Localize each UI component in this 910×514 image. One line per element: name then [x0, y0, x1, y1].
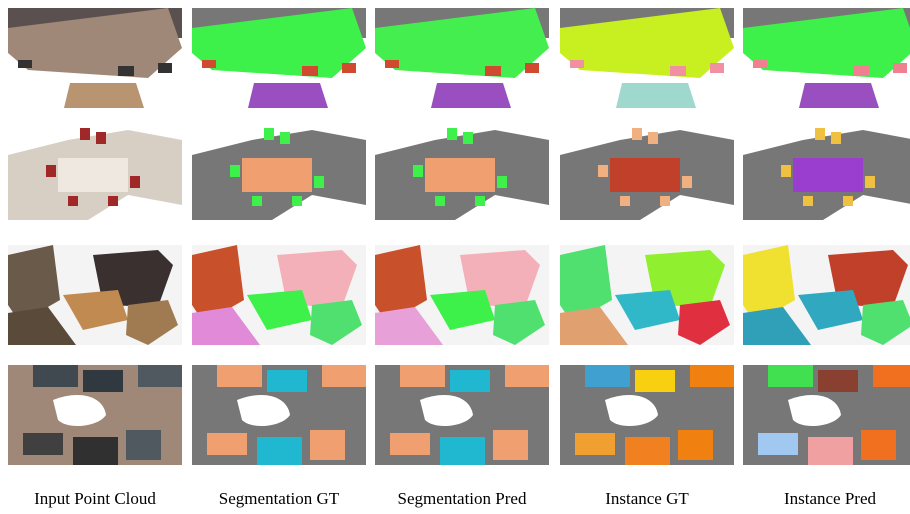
- image: [375, 8, 549, 108]
- column-label: Instance GT: [605, 489, 689, 508]
- image: [743, 8, 910, 108]
- image: [8, 245, 182, 345]
- image: [375, 120, 549, 220]
- image: [560, 365, 734, 465]
- column-label: Input Point Cloud: [34, 489, 156, 508]
- image: [560, 120, 734, 220]
- row-2: [8, 120, 910, 220]
- figure: Input Point Cloud Segmentation GT Segmen…: [0, 0, 910, 514]
- image: [743, 120, 910, 220]
- image: [743, 365, 910, 465]
- image: [192, 120, 366, 220]
- image: [192, 8, 366, 108]
- image: [8, 365, 182, 465]
- image: [560, 8, 734, 108]
- image: [192, 245, 366, 345]
- image: [743, 245, 910, 345]
- image: [560, 245, 734, 345]
- image: [375, 245, 549, 345]
- row-4: [8, 365, 910, 465]
- row-3: [8, 245, 910, 345]
- column-label: Segmentation Pred: [398, 489, 527, 508]
- image: [8, 8, 182, 108]
- row-1: [8, 8, 910, 108]
- image: [375, 365, 549, 465]
- column-label: Instance Pred: [784, 489, 877, 508]
- column-label: Segmentation GT: [219, 489, 340, 508]
- image: [8, 120, 182, 220]
- image: [192, 365, 366, 465]
